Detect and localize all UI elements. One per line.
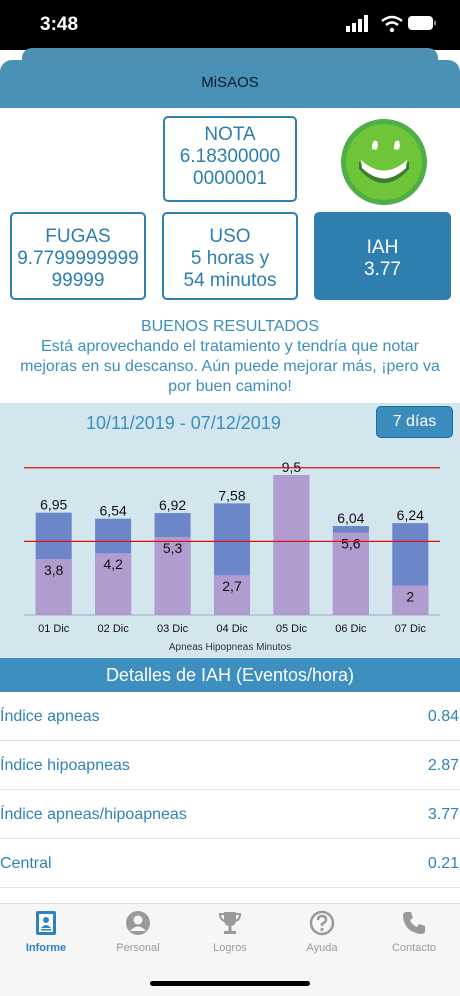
- tab-informe[interactable]: Informe: [0, 910, 92, 970]
- nota-value-2: 0000001: [193, 168, 267, 189]
- detail-name: Índice apneas/hipoapneas: [0, 806, 187, 823]
- bar-inner-label: 5,6: [341, 536, 361, 552]
- bar-inner: [392, 585, 429, 615]
- detail-value: 3.77: [427, 806, 459, 823]
- bar-inner: [35, 559, 72, 615]
- nota-label: NOTA: [204, 124, 256, 145]
- smiley-icon: [341, 119, 427, 205]
- fugas-label: FUGAS: [45, 226, 111, 247]
- detail-row: Índice apneas/hipoapneas 3.77: [0, 790, 460, 839]
- iah-box[interactable]: IAH 3.77: [314, 212, 451, 300]
- trophy-icon: [218, 912, 242, 934]
- detail-name: Central: [0, 855, 52, 872]
- tab-ayuda[interactable]: Ayuda: [276, 910, 368, 970]
- result-line-3: por buen camino!: [168, 378, 292, 395]
- detail-row: Índice hipoapneas 2.87: [0, 741, 460, 790]
- row-divider: [0, 887, 460, 888]
- nota-value-1: 6.18300000: [179, 146, 281, 167]
- detail-value: 2.87: [427, 757, 459, 774]
- detail-name: Índice hipoapneas: [0, 757, 130, 774]
- uso-value-1: 5 horas y: [190, 248, 270, 269]
- bar-inner-label: 2: [406, 589, 414, 605]
- tab-bar: Informe Personal Logros Ayuda Contac: [0, 903, 460, 996]
- bar-inner: [154, 536, 191, 615]
- detail-row: Índice apneas 0.84: [0, 692, 460, 741]
- row-divider: [0, 789, 460, 790]
- wifi-icon: [381, 15, 403, 33]
- result-line-1: Está aprovechando el tratamiento y tendr…: [40, 338, 419, 355]
- x-tick-label: 06 Dic: [335, 623, 367, 635]
- bar-value-label: 6,24: [397, 507, 424, 523]
- detail-name: Índice apneas: [0, 708, 100, 725]
- signal-icon: [346, 15, 368, 32]
- fugas-value-1: 9.7799999999: [17, 248, 139, 269]
- bar-inner: [332, 532, 369, 615]
- result-line-2: mejoras en su descanso. Aún puede mejora…: [20, 358, 440, 375]
- bar-inner: [273, 475, 310, 615]
- details-header: Detalles de IAH (Eventos/hora): [0, 658, 460, 692]
- iah-value: 3.77: [364, 259, 401, 280]
- result-title: BUENOS RESULTADOS: [140, 318, 320, 335]
- bar-inner-label: 3,8: [44, 562, 64, 578]
- tab-label: Contacto: [391, 942, 437, 954]
- row-divider: [0, 838, 460, 839]
- person-icon: [126, 911, 150, 935]
- chart-panel: 10/11/2019 - 07/12/2019 7 días 6,95 3,8 01…: [0, 403, 460, 658]
- uso-label: USO: [209, 226, 251, 247]
- legend-overlap: Apneas Hipopneas Minutos: [169, 642, 291, 653]
- fugas-box: FUGAS 9.7799999999 99999: [10, 212, 146, 300]
- phone-icon: [403, 912, 425, 934]
- bar-inner-label: 5,3: [163, 540, 183, 556]
- range-button[interactable]: 7 días: [376, 406, 453, 438]
- fugas-value-2: 99999: [51, 270, 105, 291]
- tab-contacto[interactable]: Contacto: [368, 910, 460, 970]
- x-tick-label: 05 Dic: [276, 623, 308, 635]
- iah-label: IAH: [366, 237, 399, 258]
- status-bar: 3:48: [0, 0, 460, 50]
- bar-value-label: 7,58: [218, 487, 245, 503]
- bar-inner: [95, 553, 132, 615]
- x-tick-label: 02 Dic: [98, 623, 130, 635]
- bar-inner-label: 4,2: [103, 556, 123, 572]
- row-divider: [0, 740, 460, 741]
- uso-value-2: 54 minutos: [183, 270, 277, 291]
- tab-label: Ayuda: [306, 942, 338, 954]
- iah-chart: 6,95 3,8 01 Dic 6,54 4,2 02 Dic 6,92 5,3 03 Dic 7…: [24, 459, 440, 653]
- nota-box: NOTA 6.18300000 0000001: [163, 116, 297, 202]
- x-tick-label: 01 Dic: [38, 623, 70, 635]
- x-tick-label: 04 Dic: [216, 623, 248, 635]
- bar-value-label: 6,92: [159, 497, 186, 513]
- tab-label: Logros: [213, 942, 247, 954]
- date-range: 10/11/2019 - 07/12/2019: [86, 413, 281, 433]
- x-tick-label: 07 Dic: [395, 623, 427, 635]
- result-message: BUENOS RESULTADOS Está aprovechando el t…: [0, 317, 460, 397]
- status-icons: [346, 15, 436, 33]
- app-header: MiSAOS: [0, 60, 460, 108]
- home-indicator: [150, 981, 310, 986]
- bar-inner: [214, 575, 250, 615]
- battery-icon: [408, 16, 436, 30]
- tab-label: Informe: [25, 942, 67, 954]
- bar-value-label: 6,04: [337, 510, 364, 526]
- tab-label: Personal: [116, 942, 160, 954]
- tab-logros[interactable]: Logros: [184, 910, 276, 970]
- detail-row: Central 0.21: [0, 839, 460, 888]
- uso-box: USO 5 horas y 54 minutos: [162, 212, 298, 300]
- bar-value-label: 6,54: [100, 503, 127, 519]
- app-title: MiSAOS: [201, 74, 259, 91]
- tab-personal[interactable]: Personal: [92, 910, 184, 970]
- detail-value: 0.21: [427, 855, 459, 872]
- x-tick-label: 03 Dic: [157, 623, 189, 635]
- bar-inner-label: 2,7: [222, 578, 242, 594]
- help-icon: [309, 910, 335, 936]
- bar-value-label: 6,95: [40, 497, 67, 513]
- detail-value: 0.84: [427, 708, 459, 725]
- report-icon: [36, 911, 56, 935]
- status-time: 3:48: [40, 14, 79, 35]
